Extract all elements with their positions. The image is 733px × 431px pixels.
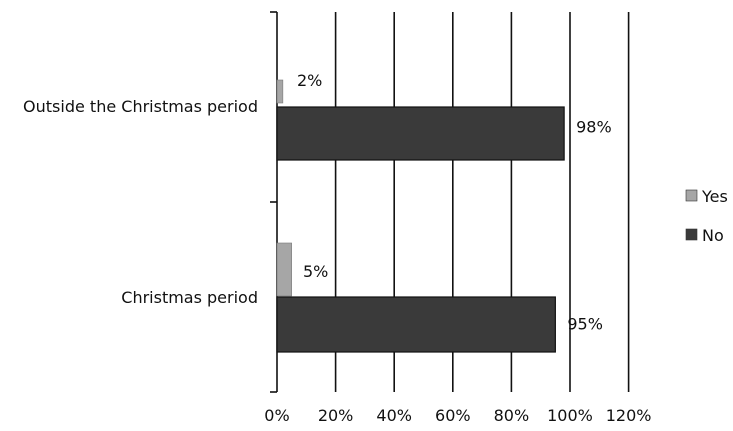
category-label: Outside the Christmas period — [23, 97, 258, 116]
data-label-no: 98% — [576, 118, 612, 137]
data-label-yes: 5% — [303, 262, 328, 281]
data-label-no: 95% — [567, 315, 603, 334]
x-tick-label: 0% — [264, 406, 289, 425]
x-tick-label: 120% — [606, 406, 652, 425]
x-tick-label: 100% — [547, 406, 593, 425]
x-tick-label: 40% — [376, 406, 412, 425]
legend-swatch — [686, 229, 697, 240]
legend-label: No — [702, 226, 724, 245]
y-axis — [270, 12, 277, 392]
bar-yes — [277, 243, 292, 296]
category-labels: Outside the Christmas period Christmas pe… — [23, 97, 258, 307]
data-label-yes: 2% — [297, 71, 322, 90]
bars — [277, 80, 564, 352]
x-tick-label: 80% — [494, 406, 530, 425]
legend: Yes No — [686, 187, 728, 245]
bar-yes — [277, 80, 283, 103]
x-tick-label: 20% — [318, 406, 354, 425]
x-tick-labels: 0% 20% 40% 60% 80% 100% 120% — [264, 406, 651, 425]
category-label: Christmas period — [121, 288, 258, 307]
bar-no — [277, 107, 564, 160]
x-tick-label: 60% — [435, 406, 471, 425]
bar-no — [277, 297, 555, 352]
legend-label: Yes — [701, 187, 728, 206]
legend-swatch — [686, 190, 697, 201]
